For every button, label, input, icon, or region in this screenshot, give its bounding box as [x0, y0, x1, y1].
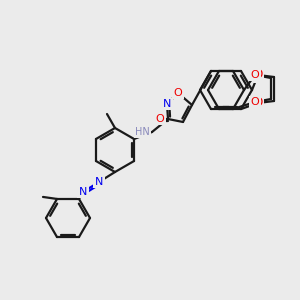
Text: HN: HN [135, 127, 150, 137]
Text: O: O [254, 97, 262, 110]
Text: N: N [79, 187, 87, 197]
Text: O: O [174, 88, 182, 98]
Text: N: N [95, 177, 103, 187]
Text: N: N [163, 99, 171, 109]
Text: O: O [250, 70, 260, 80]
Text: O: O [156, 114, 164, 124]
Text: O: O [250, 97, 260, 107]
Text: O: O [254, 68, 262, 82]
